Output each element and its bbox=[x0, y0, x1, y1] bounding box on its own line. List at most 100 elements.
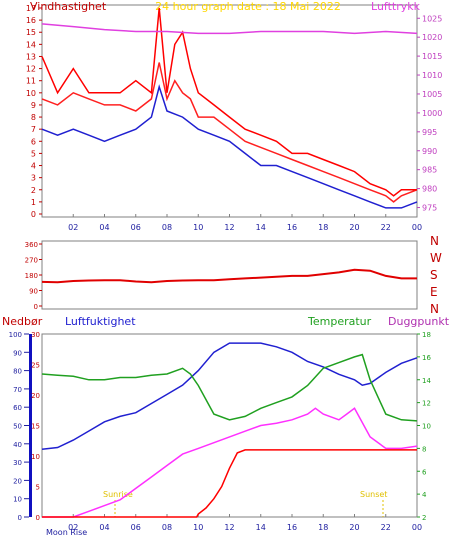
x-tick-label: 00 bbox=[412, 223, 422, 232]
temperature-tick-label: 14 bbox=[422, 377, 431, 385]
y-left-tick-label: 7 bbox=[31, 125, 36, 134]
humidity-tick-label: 0 bbox=[18, 514, 22, 522]
y-right-tick-label: 1010 bbox=[422, 71, 442, 80]
y-left-tick-label: 12 bbox=[26, 65, 36, 74]
y-left-tick-label: 8 bbox=[31, 113, 36, 122]
x-tick-label: 16 bbox=[287, 523, 297, 532]
direction-label-n-top: N bbox=[430, 234, 439, 248]
y-left-tick-label: 6 bbox=[31, 137, 36, 146]
y-axis-label-temperatur: Temperatur bbox=[307, 315, 372, 328]
rain-tick-label: 0 bbox=[36, 514, 40, 522]
direction-label-s: S bbox=[430, 268, 438, 282]
panel-wind-pressure bbox=[41, 4, 418, 218]
series-line-duggpunkt bbox=[42, 407, 418, 518]
humidity-tick-label: 10 bbox=[13, 496, 22, 504]
x-tick-label: 02 bbox=[68, 223, 78, 232]
y-right-tick-label: 985 bbox=[422, 166, 437, 175]
x-tick-label: 10 bbox=[193, 223, 203, 232]
series-line-luftfuktighet bbox=[41, 342, 418, 451]
humidity-tick-label: 60 bbox=[13, 404, 22, 412]
humidity-tick-label: 70 bbox=[13, 386, 22, 394]
direction-tick-label: 360 bbox=[25, 241, 38, 249]
y-axis-right-label-lufttrykk: Lufttrykk bbox=[371, 0, 421, 13]
x-tick-label: 08 bbox=[162, 223, 172, 232]
y-axis-label-luftfuktighet: Luftfuktighet bbox=[65, 315, 136, 328]
annotation-moon-rise: Moon Rise bbox=[46, 528, 87, 537]
x-tick-label: 02 bbox=[68, 523, 78, 532]
series-line-2 bbox=[41, 84, 418, 209]
x-tick-label: 20 bbox=[349, 523, 359, 532]
chart-title: 24 hour graph date : 18 Mai 2022 bbox=[155, 0, 341, 13]
direction-tick-label: 90 bbox=[29, 288, 38, 296]
humidity-tick-label: 80 bbox=[13, 368, 22, 376]
x-tick-label: 14 bbox=[256, 523, 266, 532]
y-left-tick-label: 14 bbox=[26, 40, 36, 49]
direction-tick-label: 180 bbox=[25, 272, 38, 280]
y-left-tick-label: 4 bbox=[31, 162, 36, 171]
panel-wind-direction bbox=[41, 240, 418, 310]
x-tick-label: 12 bbox=[224, 223, 234, 232]
y-right-tick-label: 1005 bbox=[422, 90, 442, 99]
humidity-tick-label: 30 bbox=[13, 459, 22, 467]
rain-tick-label: 15 bbox=[31, 423, 40, 431]
y-left-tick-label: 11 bbox=[26, 77, 36, 86]
temperature-tick-label: 16 bbox=[422, 354, 431, 362]
x-tick-label: 08 bbox=[162, 523, 172, 532]
humidity-tick-label: 40 bbox=[13, 441, 22, 449]
y-left-tick-label: 0 bbox=[31, 210, 36, 219]
y-right-tick-label: 995 bbox=[422, 128, 437, 137]
temperature-tick-label: 18 bbox=[422, 331, 431, 339]
panel-humidity-temperature bbox=[41, 333, 418, 518]
series-line-temperatur bbox=[41, 353, 418, 422]
x-tick-label: 22 bbox=[381, 223, 391, 232]
series-line-1 bbox=[41, 7, 417, 197]
direction-label-n-bottom: N bbox=[430, 302, 439, 316]
temperature-tick-label: 4 bbox=[422, 491, 427, 499]
y-right-tick-label: 975 bbox=[422, 204, 437, 213]
y-right-tick-label: 990 bbox=[422, 147, 437, 156]
direction-line-0 bbox=[41, 268, 417, 284]
humidity-tick-label: 90 bbox=[13, 349, 22, 357]
y-right-tick-label: 1025 bbox=[422, 14, 442, 23]
y-left-tick-label: 15 bbox=[26, 28, 36, 37]
rain-tick-label: 25 bbox=[31, 362, 40, 370]
y-right-tick-label: 980 bbox=[422, 185, 437, 194]
y-left-tick-label: 2 bbox=[31, 186, 36, 195]
x-tick-label: 06 bbox=[131, 223, 141, 232]
direction-label-e: E bbox=[430, 285, 438, 299]
rain-tick-label: 30 bbox=[31, 331, 40, 339]
rain-axis-bar bbox=[29, 334, 32, 517]
x-tick-label: 00 bbox=[412, 523, 422, 532]
x-tick-label: 16 bbox=[287, 223, 297, 232]
temperature-tick-label: 6 bbox=[422, 468, 427, 476]
rain-tick-label: 20 bbox=[31, 392, 40, 400]
humidity-tick-label: 50 bbox=[13, 423, 22, 431]
chart-marks: 0123456789101112131415161797598098599099… bbox=[9, 4, 443, 532]
y-right-tick-label: 1015 bbox=[422, 52, 442, 61]
direction-tick-label: 270 bbox=[25, 257, 38, 265]
y-left-tick-label: 17 bbox=[26, 4, 36, 13]
y-left-tick-label: 16 bbox=[26, 16, 36, 25]
y-left-tick-label: 3 bbox=[31, 174, 36, 183]
temperature-tick-label: 10 bbox=[422, 423, 431, 431]
humidity-tick-label: 100 bbox=[9, 331, 22, 339]
y-left-tick-label: 1 bbox=[31, 198, 36, 207]
annotation-sunset: Sunset bbox=[360, 490, 387, 499]
y-right-tick-label: 1020 bbox=[422, 33, 442, 42]
humidity-tick-label: 20 bbox=[13, 477, 22, 485]
series-line-nedbør bbox=[42, 449, 417, 518]
rain-tick-label: 5 bbox=[36, 484, 40, 492]
y-axis-left-label-vindhastighet: Vindhastighet bbox=[30, 0, 107, 13]
y-axis-label-duggpunkt: Duggpunkt bbox=[388, 315, 450, 328]
y-right-tick-label: 1000 bbox=[422, 109, 442, 118]
x-tick-label: 20 bbox=[349, 223, 359, 232]
temperature-tick-label: 12 bbox=[422, 400, 431, 408]
x-tick-label: 04 bbox=[99, 523, 109, 532]
x-tick-label: 14 bbox=[256, 223, 266, 232]
series-line-3 bbox=[41, 23, 418, 35]
x-tick-label: 18 bbox=[318, 523, 328, 532]
rain-tick-label: 10 bbox=[31, 453, 40, 461]
series-line-0 bbox=[41, 62, 418, 203]
temperature-tick-label: 2 bbox=[422, 514, 426, 522]
